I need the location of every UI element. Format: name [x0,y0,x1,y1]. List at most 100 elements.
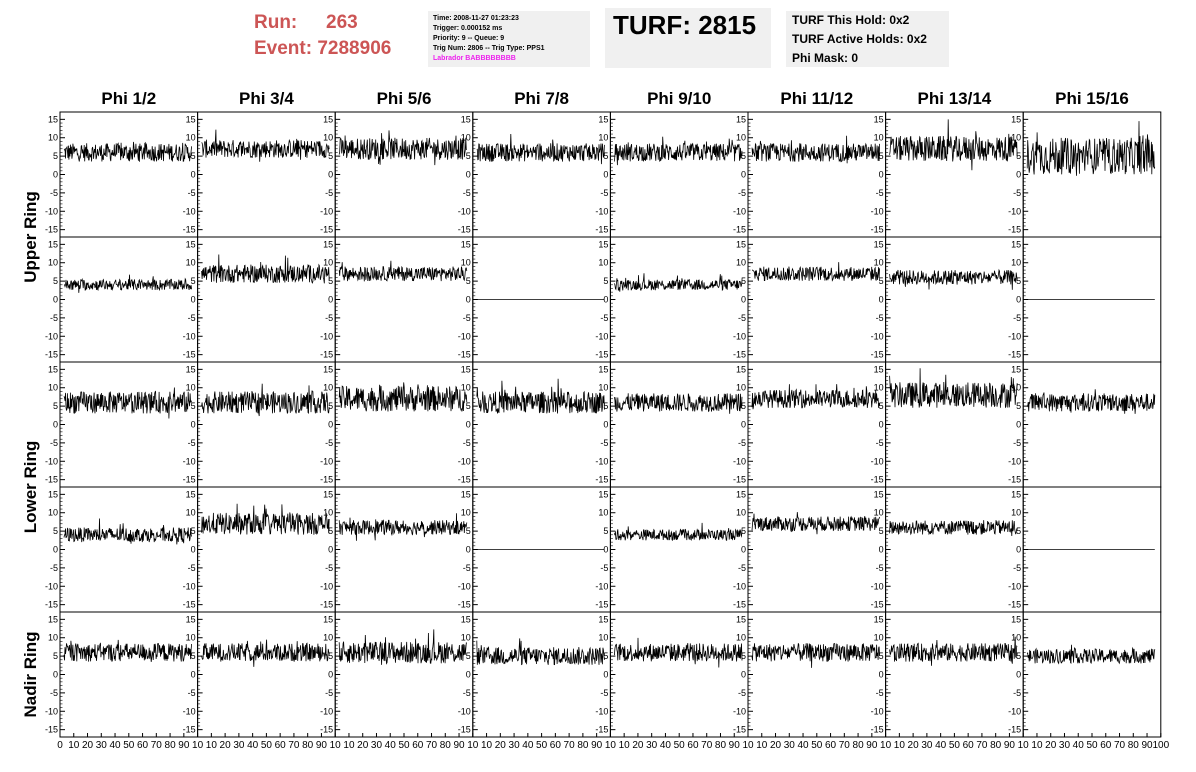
y-tick-label: 5 [879,276,884,286]
y-tick-label: -15 [595,725,608,735]
y-tick-label: 0 [191,420,196,430]
y-tick-label: 15 [323,614,333,624]
x-tick-label: 20 [220,740,232,751]
waveform-trace [338,260,468,282]
y-tick-label: 10 [1011,508,1021,518]
x-tick-label: 60 [825,740,837,751]
y-tick-label: 0 [53,170,58,180]
y-tick-label: 0 [466,295,471,305]
y-tick-label: 0 [191,545,196,555]
x-tick-label: 60 [687,740,699,751]
y-tick-label: -15 [1008,475,1021,485]
panel-frame [59,486,199,613]
y-tick-label: 10 [598,383,608,393]
y-tick-label: 15 [598,114,608,124]
y-tick-label: -5 [325,563,333,573]
x-tick-label: 50 [811,740,823,751]
panel-frame [1022,361,1162,488]
y-tick-label: 15 [736,614,746,624]
y-tick-label: -10 [1008,706,1021,716]
y-tick-label: -5 [1013,688,1021,698]
y-tick-label: 10 [598,508,608,518]
waveform-trace [338,513,468,541]
y-tick-label: 10 [1011,633,1021,643]
panel-frame [885,486,1024,613]
waveform-trace [201,254,330,284]
y-tick-label: -10 [458,706,471,716]
waveform-trace [751,643,880,668]
y-tick-label: -10 [458,581,471,591]
y-tick-label: 5 [191,401,196,411]
x-tick-label: 80 [990,740,1002,751]
y-tick-label: -15 [320,600,333,610]
y-tick-label: 15 [48,614,58,624]
y-tick-label: 10 [461,383,471,393]
waveform-trace [889,119,1018,171]
y-tick-label: -5 [188,563,196,573]
y-tick-label: 0 [328,420,333,430]
y-tick-label: 0 [53,295,58,305]
waveform-trace [614,522,743,541]
y-tick-label: 0 [53,420,58,430]
x-tick-label: 60 [275,740,287,751]
panel-frame [59,111,199,238]
y-tick-label: -10 [595,331,608,341]
x-tick-label: 90 [1004,740,1016,751]
x-tick-label: 10 [880,740,892,751]
y-tick-label: 15 [323,239,333,249]
column-header: Phi 13/14 [918,89,992,108]
x-tick-label: 70 [1114,740,1126,751]
panel-frame [885,361,1024,488]
phi-mask: Phi Mask: 0 [792,51,859,65]
y-tick-label: 10 [874,258,884,268]
waveform-trace [1026,121,1156,176]
x-tick-label: 40 [522,740,534,751]
y-tick-label: 15 [1011,614,1021,624]
y-tick-label: -10 [320,581,333,591]
y-tick-label: 0 [191,295,196,305]
ring-label: Lower Ring [21,441,40,534]
y-tick-label: 15 [1011,239,1021,249]
waveform-trace [63,639,192,662]
y-tick-label: 15 [461,614,471,624]
y-tick-label: -10 [458,456,471,466]
waveform-trace [751,512,880,535]
y-tick-label: 5 [191,151,196,161]
x-tick-label: 20 [1045,740,1057,751]
waveform-trace [63,274,192,293]
x-tick-label: 60 [137,740,149,751]
y-tick-label: 10 [323,133,333,143]
y-tick-label: 0 [879,295,884,305]
y-tick-label: -15 [45,600,58,610]
time-text: Time: 2008-11-27 01:23:23 [433,15,519,22]
y-tick-label: 10 [323,383,333,393]
x-tick-label: 10 [1018,740,1030,751]
panel-frame [609,486,749,613]
y-tick-label: 15 [874,614,884,624]
x-tick-label: 30 [509,740,521,751]
y-tick-label: 15 [186,614,196,624]
y-tick-label: 0 [1016,420,1021,430]
y-tick-label: -10 [458,331,471,341]
x-tick-label: 10 [605,740,617,751]
event-label: Event: [254,38,313,59]
panel-frame [885,236,1024,363]
y-tick-label: 15 [736,114,746,124]
y-tick-label: -15 [320,475,333,485]
y-tick-label: 15 [736,489,746,499]
y-tick-label: -5 [1013,563,1021,573]
y-tick-label: -10 [595,206,608,216]
y-tick-label: 10 [736,133,746,143]
y-tick-label: -5 [50,188,58,198]
y-tick-label: -15 [45,725,58,735]
y-tick-label: -5 [325,313,333,323]
x-tick-label: 50 [398,740,410,751]
y-tick-label: -10 [320,706,333,716]
x-tick-label: 30 [371,740,383,751]
column-header: Phi 3/4 [239,89,294,108]
panel-frame [334,361,474,488]
ring-label: Upper Ring [21,191,40,283]
y-tick-label: -15 [871,600,884,610]
y-tick-label: -5 [325,188,333,198]
y-tick-label: 5 [466,151,471,161]
